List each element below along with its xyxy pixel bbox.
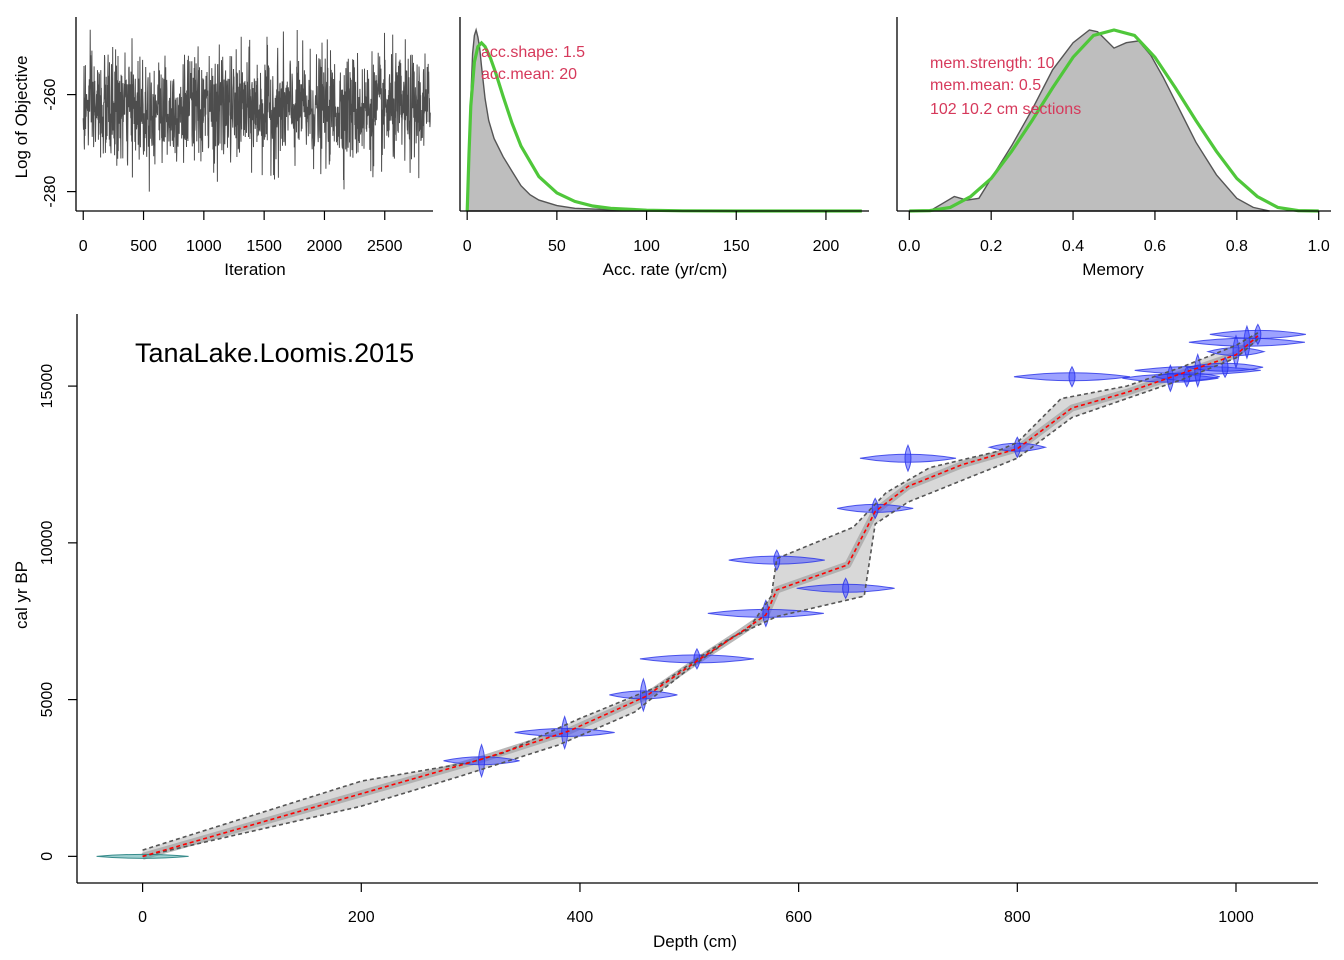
memory-panel: 0.0 0.2 0.4 0.6 0.8 1.0 mem.strength: 10 mem.… xyxy=(896,17,1331,279)
accrate-xtick-label: 100 xyxy=(633,238,660,255)
mean-age-line xyxy=(142,335,1259,858)
age-range-young-line xyxy=(142,338,1259,858)
agedepth-ytick-label: 0 xyxy=(39,852,56,861)
memory-xtick-label: 0.4 xyxy=(1062,238,1084,255)
acc-shape-annotation: acc.shape: 1.5 xyxy=(481,44,585,61)
agedepth-dates xyxy=(96,323,1306,859)
agedepth-xtick-label: 1000 xyxy=(1218,909,1254,926)
agedepth-ylabel: cal yr BP xyxy=(12,561,31,629)
agedepth-xtick-label: 400 xyxy=(567,909,594,926)
accrate-xtick-label: 50 xyxy=(548,238,566,255)
accrate-xtick-label: 150 xyxy=(723,238,750,255)
agedepth-ytick-label: 10000 xyxy=(39,521,56,566)
memory-xtick-label: 0.2 xyxy=(980,238,1002,255)
accrate-axes: 0 50 100 150 200 xyxy=(459,17,869,255)
age-uncertainty-core xyxy=(141,333,1261,860)
agedepth-ytick-label: 5000 xyxy=(39,682,56,718)
agedepth-xtick-label: 200 xyxy=(348,909,375,926)
objective-ytick-label: -260 xyxy=(42,78,59,110)
objective-xtick-label: 0 xyxy=(79,238,88,255)
accrate-panel: 0 50 100 150 200 acc.shape: 1.5 acc.mean: 20… xyxy=(459,17,869,279)
sections-annotation: 102 10.2 cm sections xyxy=(930,101,1081,118)
accrate-densities xyxy=(465,27,862,213)
accrate-prior-line xyxy=(465,40,862,213)
calibrated-date-age xyxy=(842,577,850,600)
objective-xtick-label: 2500 xyxy=(367,238,403,255)
agedepth-ytick-label: 15000 xyxy=(39,364,56,409)
calibrated-date-age xyxy=(904,444,912,473)
accrate-xlabel: Acc. rate (yr/cm) xyxy=(603,260,728,279)
objective-trace-line xyxy=(82,29,431,192)
memory-axes: 0.0 0.2 0.4 0.6 0.8 1.0 xyxy=(896,17,1331,255)
agedepth-xtick-label: 800 xyxy=(1004,909,1031,926)
agedepth-xtick-label: 0 xyxy=(138,909,147,926)
mem-strength-annotation: mem.strength: 10 xyxy=(930,55,1055,72)
memory-densities xyxy=(909,28,1319,213)
calibrated-date-age xyxy=(1194,353,1202,388)
memory-xtick-label: 0.8 xyxy=(1226,238,1248,255)
objective-xtick-label: 500 xyxy=(130,238,157,255)
memory-xtick-label: 1.0 xyxy=(1308,238,1330,255)
memory-posterior-area xyxy=(927,29,1270,212)
accrate-xtick-label: 200 xyxy=(813,238,840,255)
agedepth-xlabel: Depth (cm) xyxy=(653,932,737,951)
objective-xlabel: Iteration xyxy=(224,260,285,279)
age-uncertainty-band-outer xyxy=(142,332,1258,857)
core-title: TanaLake.Loomis.2015 xyxy=(135,338,414,368)
accrate-xtick-label: 0 xyxy=(463,238,472,255)
objective-xtick-label: 2000 xyxy=(307,238,343,255)
memory-xtick-label: 0.6 xyxy=(1144,238,1166,255)
objective-ylabel: Log of Objective xyxy=(12,56,31,179)
objective-xtick-label: 1000 xyxy=(186,238,222,255)
objective-panel: 0 500 1000 1500 2000 2500 -260 -280 Iteration L… xyxy=(12,17,433,279)
memory-xtick-label: 0.0 xyxy=(898,238,920,255)
mem-mean-annotation: mem.mean: 0.5 xyxy=(930,77,1041,94)
objective-ytick-label: -280 xyxy=(42,175,59,207)
calibrated-date-age xyxy=(1068,365,1076,388)
memory-prior-line xyxy=(909,28,1319,213)
objective-axes: 0 500 1000 1500 2000 2500 -260 -280 xyxy=(42,17,433,255)
calibrated-date-age xyxy=(478,743,486,779)
agedepth-xtick-label: 600 xyxy=(785,909,812,926)
memory-xlabel: Memory xyxy=(1082,260,1144,279)
agedepth-lines xyxy=(142,332,1259,858)
objective-xtick-label: 1500 xyxy=(246,238,282,255)
acc-mean-annotation: acc.mean: 20 xyxy=(481,66,577,83)
objective-trace xyxy=(82,29,431,192)
